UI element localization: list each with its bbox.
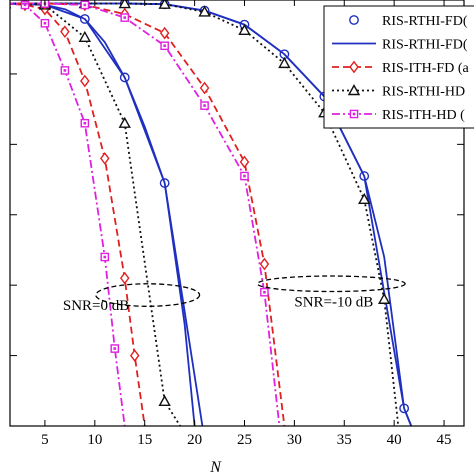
data-point-ith-hd-0-center [4,2,7,5]
legend-item: RIS-RTHI-HD [332,84,465,100]
legend-label: RIS-ITH-HD ( [382,108,465,123]
plot-frame [9,0,465,427]
x-tick-label: 35 [337,432,352,448]
x-tick-label: 40 [387,432,402,448]
x-tick-label: 5 [41,432,49,448]
data-point-ith-hd-10-center [83,3,87,7]
legend-label: RIS-RTHI-FD( [382,38,468,53]
x-axis-label: N [209,459,222,474]
data-point-ith-hd-0-center [103,255,107,259]
data-point-rthi-fd-sim-0 [1,0,9,8]
data-point-ith-hd-10-center [203,104,206,107]
data-point-rthi-hd-10 [278,56,291,69]
legend-item: RIS-ITH-FD (a [332,60,469,76]
annotation-snr10: SNR=-10 dB [294,294,373,310]
x-tick-label: 15 [137,432,152,448]
data-point-rthi-hd-10 [238,23,251,35]
data-point-rthi-hd-10 [377,292,391,304]
legend-marker [347,84,361,96]
data-point-ith-fd-10 [239,155,250,169]
data-point-rthi-fd-sim-10 [1,0,9,8]
series-line-rthi-hd-10 [10,2,400,426]
legend-marker-center [352,112,356,116]
data-point-ith-hd-0-center [43,21,47,25]
series-rthi-fd-ana-0 [10,2,196,426]
data-point-ith-hd-10-center [4,2,7,5]
legend-item: RIS-RTHI-FD( [332,38,468,53]
data-point-rthi-hd-10 [358,192,371,204]
series-line-rthi-fd-ana-0 [10,2,196,426]
legend-item: RIS-ITH-HD ( [332,108,465,123]
legend-label: RIS-RTHI-FD( [382,14,468,29]
data-point-rthi-hd-10 [10,6,12,9]
legend-item: RIS-RTHI-FD( [349,14,468,29]
annotation-layer: SNR=0 dB SNR=-10 dB [63,294,373,314]
data-point-ith-fd-10 [1,0,9,9]
data-point-ith-hd-10-center [263,290,266,294]
data-point-ith-fd-0 [1,0,9,9]
data-point-rthi-hd-0 [78,30,92,43]
data-point-ith-hd-0-center [83,121,87,125]
data-point-rthi-hd-0 [118,116,131,128]
legend: RIS-RTHI-FD( RIS-RTHI-FD( RIS-ITH-FD (a RIS… [323,5,474,129]
data-point-rthi-hd-10 [158,0,171,9]
legend-marker [349,15,359,25]
x-tick-label: 30 [287,432,302,448]
data-point-ith-hd-0-center [23,3,27,7]
x-tick-label: 45 [437,432,452,448]
annotation-snr0: SNR=0 dB [63,298,129,314]
legend-label: RIS-ITH-FD (a [382,61,469,76]
data-point-ith-fd-10 [159,26,170,40]
legend-label: RIS-RTHI-HD [382,85,465,100]
data-point-ith-fd-0 [129,349,140,362]
data-point-ith-fd-0 [100,152,110,165]
x-tick-label: 25 [237,432,252,448]
data-point-rthi-hd-10 [198,5,211,17]
data-point-ith-fd-0 [80,74,90,88]
data-point-ith-hd-0-center [63,69,67,72]
data-point-ith-fd-0 [60,25,70,39]
data-point-ith-hd-10 [1,0,8,7]
ellipse-snr0 [95,283,201,307]
data-point-ith-hd-0-center [113,347,117,350]
ellipse-layer [95,275,406,307]
data-point-rthi-hd-10 [118,0,131,9]
data-point-ith-fd-10 [259,257,270,271]
data-point-ith-hd-10-center [243,174,246,178]
data-point-ith-fd-0 [119,271,130,285]
legend-box [323,5,474,129]
data-point-ith-fd-10 [199,81,210,95]
data-point-rthi-hd-0 [158,394,171,407]
data-point-ith-hd-10-center [123,16,127,19]
series-ith-hd-0 [1,0,126,426]
x-tick-label: 20 [187,432,202,448]
x-tick-label: 10 [87,432,102,448]
legend-marker [349,60,359,74]
data-point-rthi-hd-0 [10,6,12,9]
data-point-ith-hd-10-center [163,44,166,48]
axis-layer: 5 10 15 20 25 30 35 40 45 N [9,0,465,474]
series-line-ith-hd-10 [10,2,281,426]
data-point-ith-hd-0 [1,0,8,7]
ellipse-snr10 [256,275,406,293]
